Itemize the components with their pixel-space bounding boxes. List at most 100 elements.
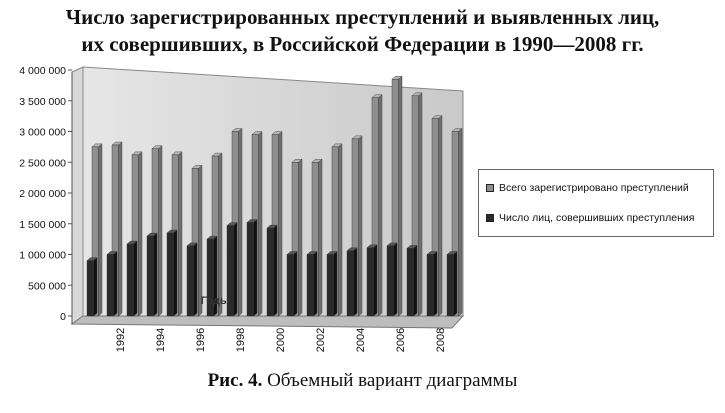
bar-persons: [446, 251, 458, 317]
bar-persons-side: [293, 251, 298, 317]
legend-swatch-total: [486, 184, 494, 192]
bar-total-front: [431, 118, 439, 317]
bar-persons: [306, 251, 318, 317]
bar-total-side: [178, 151, 183, 317]
bar-persons-front: [446, 254, 454, 317]
chart-title: Число зарегистрированных преступлений и …: [0, 4, 725, 58]
y-tick-label: 1 000 000: [19, 250, 66, 262]
bar-total: [351, 135, 363, 317]
y-tick-label: 4 000 000: [19, 65, 66, 77]
figure-caption: Рис. 4. Объемный вариант диаграммы: [0, 370, 725, 392]
figure-caption-label: Рис. 4.: [207, 370, 263, 391]
bar-total-front: [371, 97, 379, 317]
bar-total-front: [191, 168, 199, 317]
bar-total: [151, 145, 163, 317]
bar-total: [391, 75, 403, 317]
bar-total-front: [131, 154, 139, 317]
bar-persons-side: [193, 242, 198, 317]
bar-persons-side: [153, 232, 158, 317]
bar-persons-front: [246, 222, 254, 317]
bar-total: [411, 92, 423, 317]
bar-persons: [206, 235, 218, 317]
bar-persons: [386, 242, 398, 317]
bar-total-side: [198, 164, 203, 317]
bar-persons: [146, 232, 158, 317]
x-tick-label: 2000: [275, 328, 287, 352]
bar-persons-front: [386, 245, 394, 317]
chart-floor: [70, 315, 465, 329]
bar-total-side: [398, 75, 403, 317]
bar-persons-front: [426, 254, 434, 317]
bar-persons: [126, 240, 138, 317]
bar-total-side: [98, 143, 103, 317]
bar-total-front: [91, 146, 99, 317]
bar-persons: [286, 251, 298, 317]
bar-total-side: [258, 131, 263, 317]
y-tick-label: 2 500 000: [19, 157, 66, 169]
bar-total-side: [418, 92, 423, 317]
bar-total-side: [238, 128, 243, 317]
bar-persons: [326, 251, 338, 317]
bar-total: [431, 115, 443, 317]
bar-total-side: [298, 158, 303, 317]
bar-persons: [86, 257, 98, 317]
bar-total-side: [458, 128, 463, 317]
bar-total-front: [351, 138, 359, 317]
bar-persons-side: [453, 251, 458, 317]
x-tick-label: 1994: [155, 328, 167, 352]
y-tick-label: 0: [60, 311, 66, 323]
x-axis-label: Годы: [201, 295, 230, 307]
bar-persons: [186, 242, 198, 317]
bar-persons-front: [106, 254, 114, 317]
bar-persons-side: [373, 244, 378, 317]
bar-persons-side: [433, 251, 438, 317]
bar-persons-front: [226, 225, 234, 317]
bar-total: [331, 143, 343, 317]
bar-persons-side: [133, 240, 138, 317]
bar-persons-side: [413, 244, 418, 317]
chart-title-line-2: их совершивших, в Российской Федерации в…: [81, 32, 644, 56]
legend-swatch-persons: [486, 214, 494, 222]
bar-persons: [166, 229, 178, 317]
bar-total-side: [158, 145, 163, 317]
chart-title-line-1: Число зарегистрированных преступлений и …: [65, 5, 660, 29]
bar-persons: [266, 224, 278, 317]
legend-label-total: Всего зарегистрировано преступлений: [499, 182, 689, 194]
bar-persons-side: [173, 229, 178, 317]
y-tick-label: 3 500 000: [19, 96, 66, 108]
bar-total: [111, 141, 123, 317]
bar-persons: [406, 244, 418, 317]
bar-persons: [106, 251, 118, 317]
bar-persons-front: [186, 245, 194, 317]
bar-total-front: [331, 146, 339, 317]
y-tick-label: 2 000 000: [19, 188, 66, 200]
bar-persons: [426, 251, 438, 317]
bar-total-front: [411, 95, 419, 317]
bar-persons-side: [313, 251, 318, 317]
bar-total-side: [278, 131, 283, 317]
x-tick-label: 1998: [235, 328, 247, 352]
bar-total: [451, 128, 463, 317]
bar-persons-front: [306, 254, 314, 317]
legend-item-total: Всего зарегистрировано преступлений: [486, 182, 689, 194]
bar-total-front: [151, 148, 159, 317]
x-tick-label: 1996: [195, 328, 207, 352]
chart-legend: Всего зарегистрировано преступлений Числ…: [478, 169, 714, 237]
bar-persons-side: [233, 222, 238, 317]
y-tick-label: 3 000 000: [19, 127, 66, 139]
bar-total: [91, 143, 103, 317]
bar-persons-front: [406, 248, 414, 317]
bar-total-side: [338, 143, 343, 317]
bar-total: [311, 158, 323, 317]
bar-persons-side: [113, 251, 118, 317]
bar-total-side: [378, 94, 383, 317]
x-tick-label: 1992: [115, 328, 127, 352]
bar-persons-side: [353, 247, 358, 317]
bar-persons-side: [393, 242, 398, 317]
bar-total-front: [311, 162, 319, 317]
bar-persons-front: [146, 235, 154, 317]
bar-persons-front: [126, 243, 134, 317]
bar-total: [131, 151, 143, 317]
bar-persons-front: [346, 250, 354, 317]
